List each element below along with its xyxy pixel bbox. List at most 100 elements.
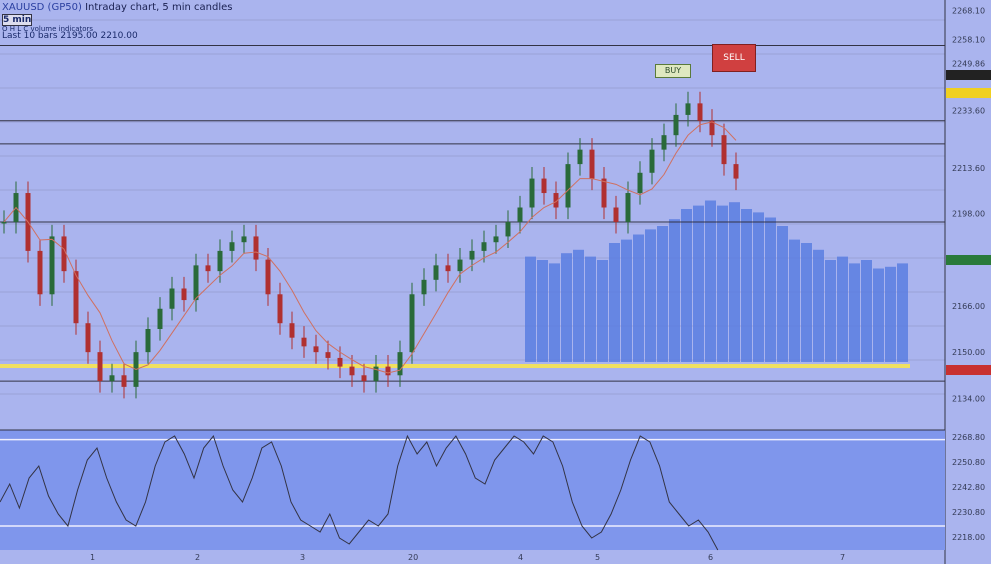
candle-body xyxy=(37,250,43,295)
candle-body xyxy=(433,265,439,280)
price-tick-label: 2198.00 xyxy=(952,209,985,218)
candle-body xyxy=(313,346,319,353)
volume-bar xyxy=(597,260,608,362)
candle-body xyxy=(121,375,127,387)
volume-bar xyxy=(681,209,692,362)
candle-body xyxy=(673,114,679,136)
candle-body xyxy=(109,375,115,382)
volume-bar xyxy=(609,243,620,362)
candle-body xyxy=(661,135,667,150)
volume-bar xyxy=(633,234,644,362)
candle-body xyxy=(145,329,151,353)
oscillator-tick-label: 2242.80 xyxy=(952,483,985,492)
candle-body xyxy=(85,323,91,353)
candle-body xyxy=(469,250,475,260)
candle-body xyxy=(589,149,595,179)
time-tick-label: 7 xyxy=(840,553,845,562)
candle-body xyxy=(505,221,511,237)
price-tick-label: 2258.10 xyxy=(952,35,985,44)
oscillator-line xyxy=(0,434,719,551)
price-badge xyxy=(946,255,991,265)
volume-bar xyxy=(561,253,572,362)
candle-body xyxy=(493,236,499,243)
candle-body xyxy=(397,352,403,376)
candle-body xyxy=(1,221,7,224)
candle-body xyxy=(457,259,463,272)
candle-body xyxy=(289,323,295,338)
candle-body xyxy=(553,193,559,208)
candle-body xyxy=(517,207,523,222)
time-tick-label: 4 xyxy=(518,553,523,562)
candle-body xyxy=(409,294,415,353)
volume-bar xyxy=(717,205,728,362)
candle-body xyxy=(229,242,235,251)
oscillator-tick-label: 2218.00 xyxy=(952,533,985,542)
volume-bar xyxy=(585,256,596,362)
price-badge xyxy=(946,88,991,98)
volume-bar xyxy=(741,209,752,362)
volume-bar xyxy=(873,268,884,362)
candle-body xyxy=(385,366,391,376)
sell-badge[interactable]: SELL xyxy=(712,44,756,72)
volume-bar xyxy=(753,212,764,362)
candle-body xyxy=(361,375,367,382)
candle-body xyxy=(181,288,187,301)
candle-body xyxy=(97,352,103,382)
candle-body xyxy=(697,103,703,121)
highlight-band xyxy=(0,364,910,368)
volume-bar xyxy=(645,229,656,362)
candle-body xyxy=(277,294,283,324)
info-line-2: Last 10 bars 2195.00 2210.00 xyxy=(2,31,138,41)
price-tick-label: 2213.60 xyxy=(952,164,985,173)
candle-body xyxy=(625,193,631,222)
time-tick-label: 20 xyxy=(408,553,418,562)
candle-body xyxy=(217,250,223,272)
candle-body xyxy=(373,366,379,382)
candle-body xyxy=(193,265,199,301)
price-tick-label: 2166.00 xyxy=(952,302,985,311)
price-badge xyxy=(946,70,991,80)
volume-bar xyxy=(549,263,560,362)
volume-bar xyxy=(525,256,536,362)
candle-body xyxy=(481,242,487,251)
time-tick-label: 6 xyxy=(708,553,713,562)
time-tick-label: 5 xyxy=(595,553,600,562)
info-line-1: O H L C volume indicators xyxy=(2,25,94,33)
candle-body xyxy=(241,236,247,243)
volume-bar xyxy=(537,260,548,362)
candle-body xyxy=(301,337,307,347)
price-tick-label: 2249.86 xyxy=(952,59,985,68)
volume-bar xyxy=(621,239,632,362)
candle-body xyxy=(445,265,451,272)
candle-body xyxy=(541,178,547,194)
candle-body xyxy=(265,259,271,295)
candle-body xyxy=(649,149,655,173)
time-tick-label: 3 xyxy=(300,553,305,562)
moving-average-line xyxy=(3,121,737,374)
timeframe-label[interactable]: 5 min xyxy=(2,14,33,26)
candle-body xyxy=(613,207,619,222)
price-tick-label: 2233.60 xyxy=(952,106,985,115)
price-tick-label: 2134.00 xyxy=(952,394,985,403)
volume-bar xyxy=(657,226,668,362)
volume-bar xyxy=(777,226,788,362)
volume-bar xyxy=(693,205,704,362)
candle-body xyxy=(733,164,739,179)
candle-body xyxy=(637,172,643,194)
candle-body xyxy=(349,366,355,376)
candle-body xyxy=(337,357,343,367)
candle-body xyxy=(73,271,79,324)
buy-badge[interactable]: BUY xyxy=(655,64,691,78)
volume-bar xyxy=(825,260,836,362)
volume-bar xyxy=(729,202,740,362)
candle-body xyxy=(253,236,259,260)
time-tick-label: 2 xyxy=(195,553,200,562)
volume-bar xyxy=(669,219,680,362)
candle-body xyxy=(565,164,571,208)
oscillator-tick-label: 2230.80 xyxy=(952,508,985,517)
volume-bar xyxy=(837,256,848,362)
candle-body xyxy=(169,288,175,309)
candle-body xyxy=(325,352,331,358)
symbol-title: XAUUSD (GP50) Intraday chart, 5 min cand… xyxy=(2,2,233,13)
